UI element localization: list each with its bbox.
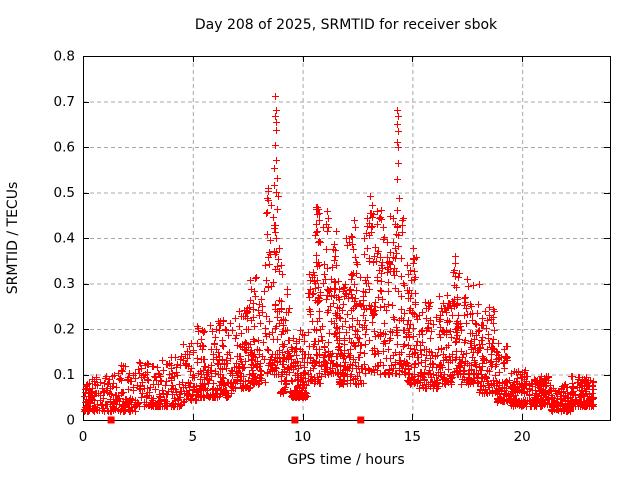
y-tick-label: 0.4: [54, 231, 75, 247]
x-tick-label: 5: [188, 429, 197, 445]
y-tick-label: 0.5: [54, 185, 75, 201]
y-tick-label: 0.2: [54, 322, 75, 338]
y-tick-label: 0.8: [54, 49, 75, 65]
baseline-marker: [357, 416, 365, 424]
y-tick-label: 0.3: [54, 276, 75, 292]
y-tick-label: 0.6: [54, 140, 75, 156]
x-tick-label: 20: [514, 429, 531, 445]
baseline-marker: [107, 416, 115, 424]
y-tick-label: 0.7: [54, 94, 75, 110]
plot-content: 0 5 10 15 20 0 0.1 0.2 0.3 0.4 0.5 0.6 0.7 0.8: [54, 49, 611, 445]
data-points-srmtid-scatter: [81, 93, 597, 415]
y-axis-title: SRMTID / TECUs: [5, 182, 21, 295]
baseline-marker: [291, 416, 299, 424]
x-tick-label: 15: [404, 429, 421, 445]
x-tick-label: 10: [294, 429, 311, 445]
x-tick-label: 0: [79, 429, 88, 445]
y-tick-label: 0.1: [54, 367, 75, 383]
x-axis-title: GPS time / hours: [287, 452, 404, 468]
y-tick-label: 0: [66, 413, 75, 429]
chart-title: Day 208 of 2025, SRMTID for receiver sbo…: [195, 17, 498, 33]
